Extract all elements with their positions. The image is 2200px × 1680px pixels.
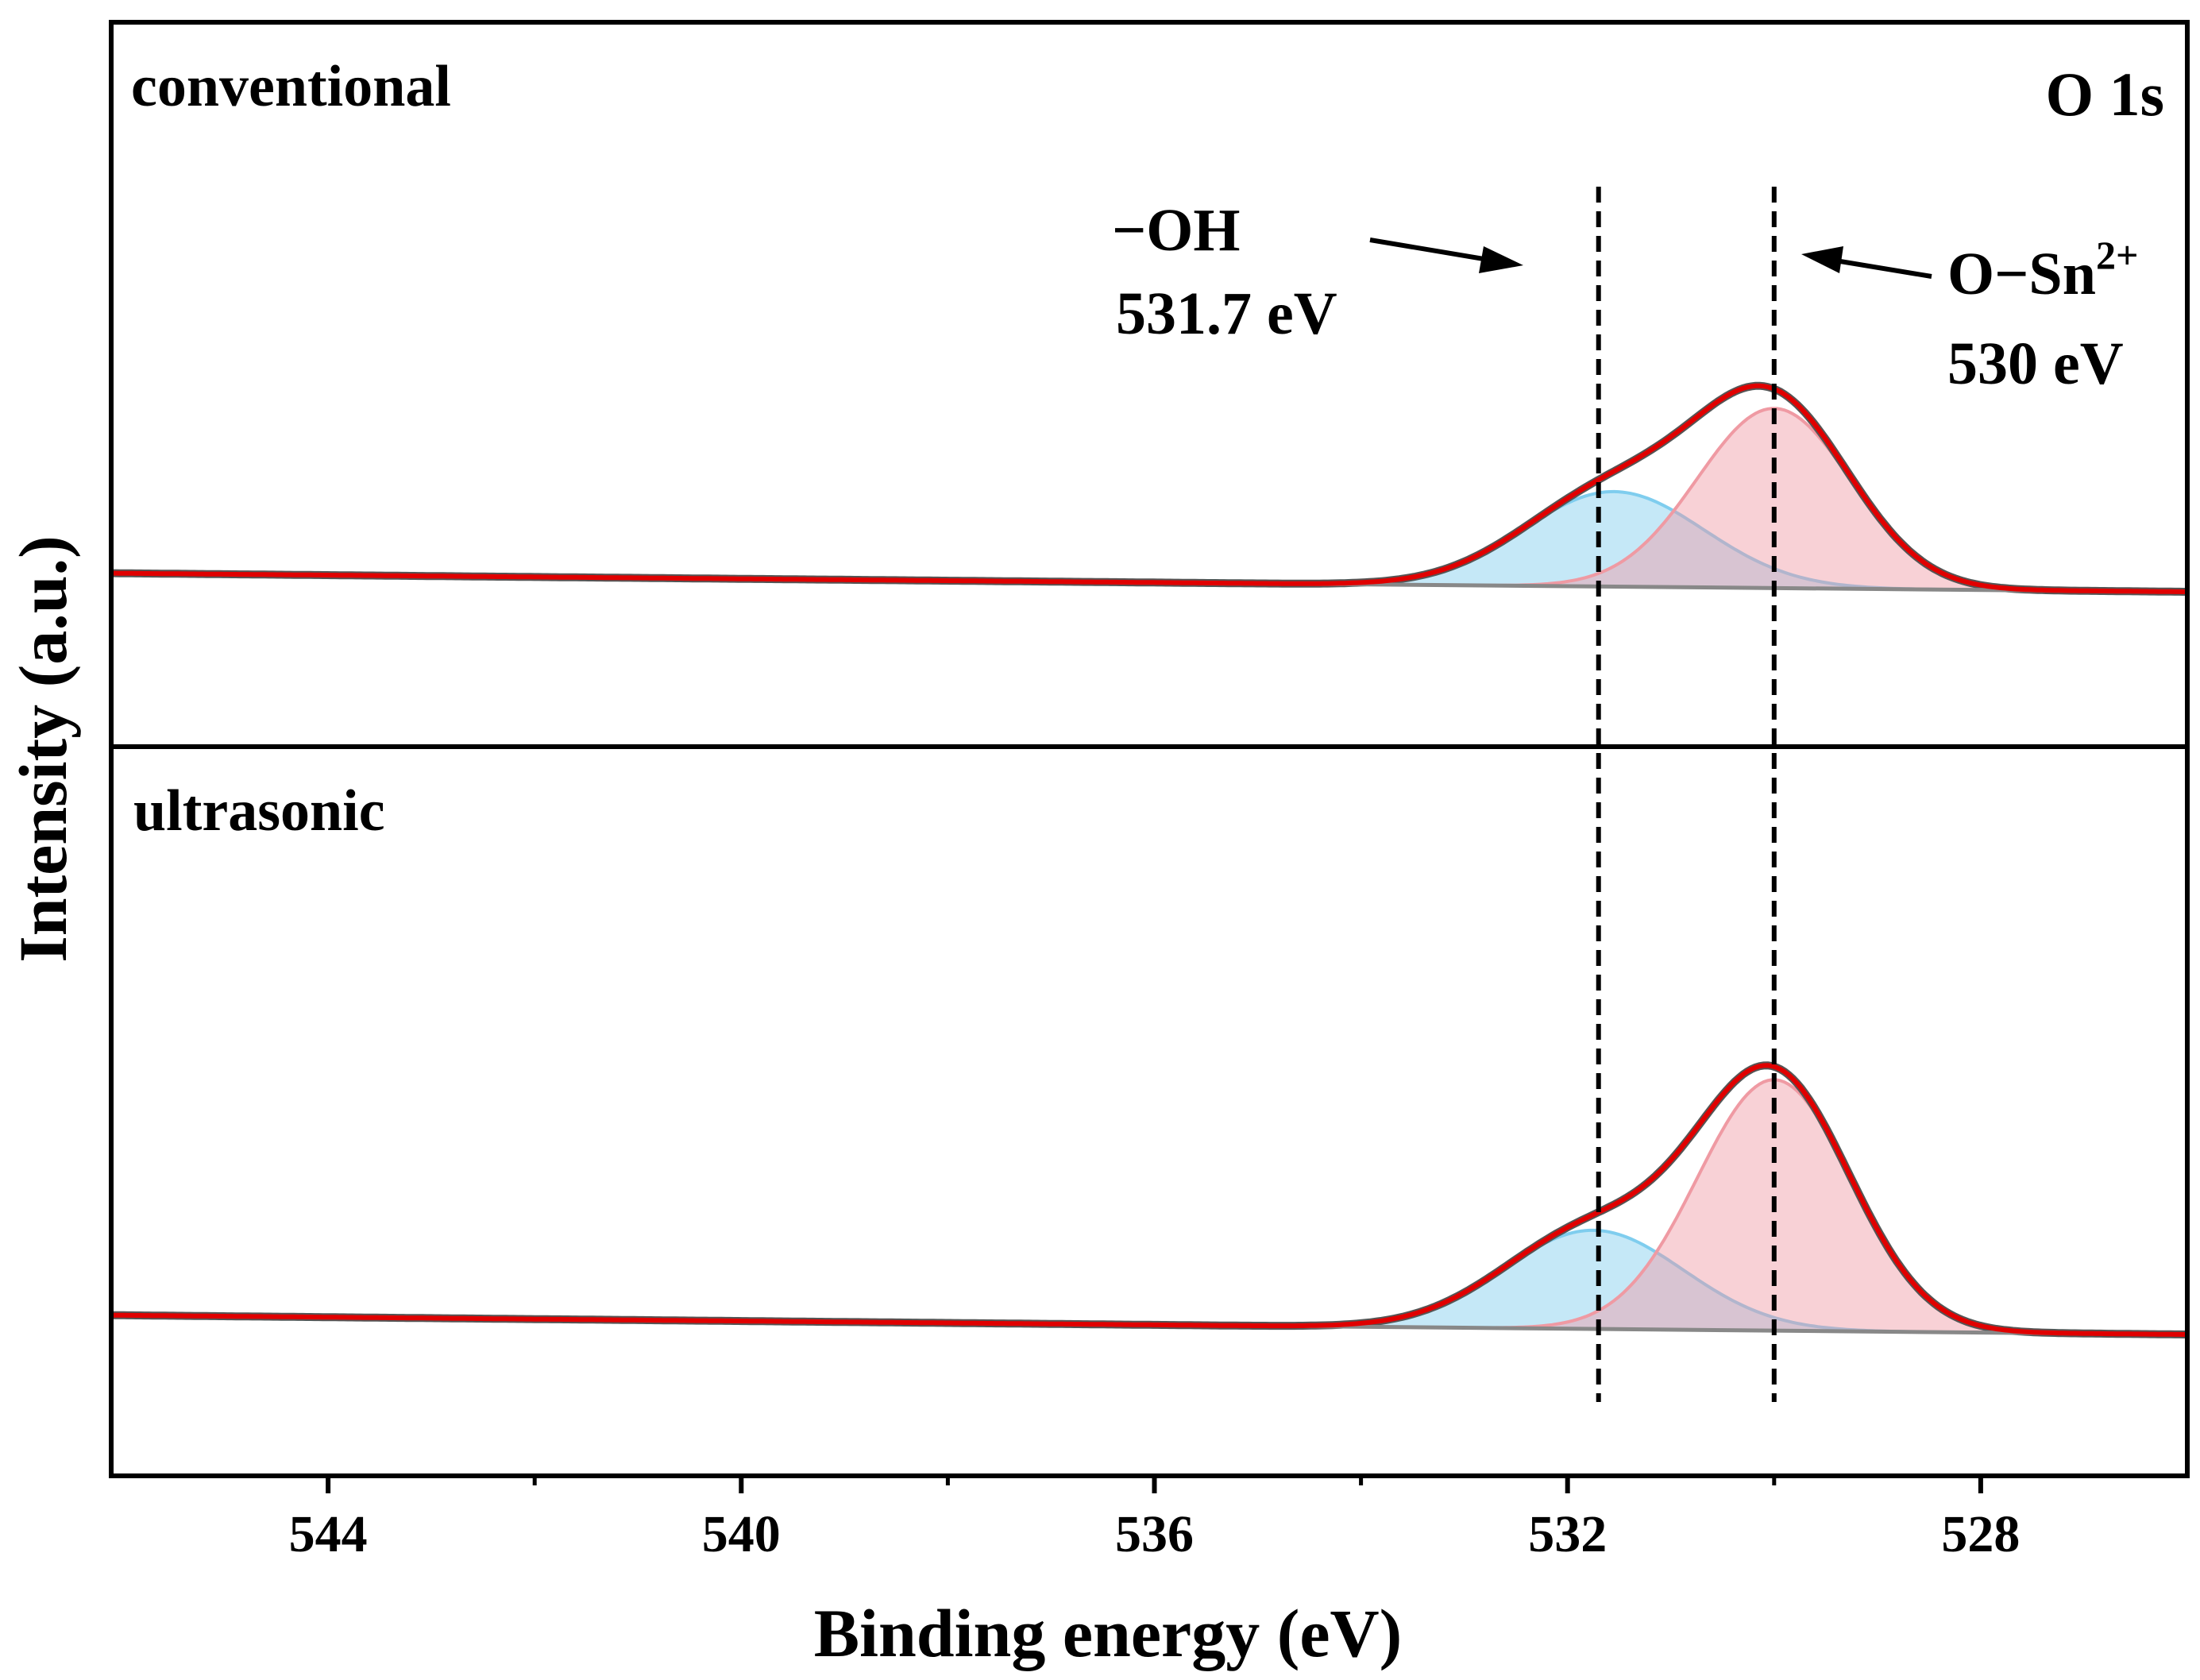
x-tick-label-536: 536: [1115, 1505, 1194, 1563]
envelope-fit-1: [111, 1063, 2187, 1337]
x-axis: 544 540 536 532 528: [289, 1476, 2020, 1563]
reference-lines: [1596, 187, 1777, 1402]
x-axis-title: Binding energy (eV): [814, 1595, 1403, 1671]
x-tick-label-544: 544: [289, 1505, 368, 1563]
x-tick-label-532: 532: [1528, 1505, 1607, 1563]
y-axis-title: Intensity (a.u.): [5, 535, 81, 963]
component-fill-0-1: [111, 408, 2187, 592]
arrow-osn: [1801, 246, 1932, 279]
annotation-oh-line2: 531.7 eV: [1116, 280, 1337, 347]
annotation-osn-line1: O−Sn2+: [1947, 233, 2138, 307]
panel-ultrasonic: [110, 1061, 2188, 1338]
arrow-oh: [1369, 238, 1523, 273]
x-tick-label-540: 540: [702, 1505, 781, 1563]
panel-conventional: [110, 381, 2188, 596]
panel-label-conventional: conventional: [131, 54, 451, 119]
superscript-2plus: 2+: [2096, 233, 2139, 277]
panel-label-ultrasonic: ultrasonic: [133, 778, 385, 844]
envelope-fit-0: [111, 383, 2187, 594]
annotation-osn-line2: 530 eV: [1947, 330, 2124, 397]
plot-area: [110, 381, 2188, 1338]
component-fill-1-1: [111, 1079, 2187, 1334]
annotation-oh-line1: −OH: [1112, 197, 1241, 264]
chart-title: O 1s: [2045, 60, 2164, 129]
x-tick-label-528: 528: [1941, 1505, 2020, 1563]
component-fill-1-0: [111, 1230, 2187, 1334]
